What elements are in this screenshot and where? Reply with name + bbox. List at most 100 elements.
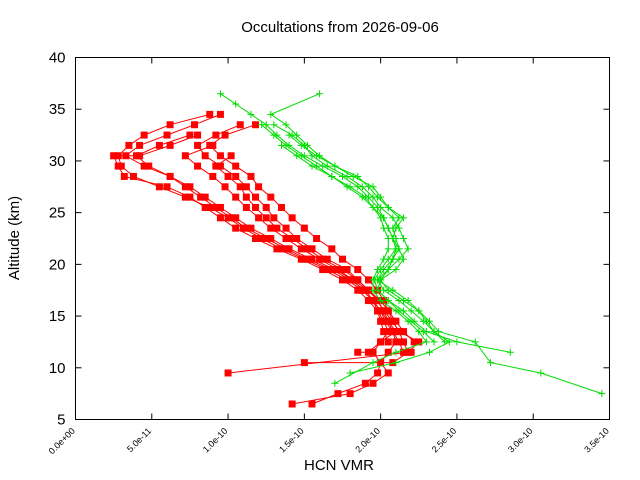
data-point (125, 141, 133, 149)
data-point (323, 266, 331, 274)
data-point (277, 245, 285, 253)
data-point (273, 245, 281, 253)
data-point (262, 235, 270, 242)
data-point (369, 203, 377, 211)
data-point (392, 266, 400, 274)
data-point (242, 203, 250, 211)
data-point (282, 245, 290, 253)
y-axis-label: Altitude (km) (6, 196, 23, 280)
data-point (374, 307, 382, 315)
data-point (186, 193, 194, 201)
data-point (166, 121, 174, 129)
data-point (206, 203, 214, 211)
data-point (300, 224, 308, 232)
data-point (537, 369, 545, 377)
data-point (395, 297, 403, 305)
data-point (392, 317, 400, 325)
series-12 (270, 121, 453, 377)
data-point (114, 162, 122, 170)
data-point (400, 328, 408, 336)
data-point (422, 317, 430, 325)
data-point (201, 203, 209, 211)
data-point (404, 297, 412, 305)
y-tick-label: 40 (49, 50, 66, 67)
y-tick-label: 35 (49, 101, 66, 118)
data-point (400, 235, 408, 242)
data-point (163, 183, 171, 191)
data-point (252, 235, 260, 242)
data-point (395, 338, 403, 346)
axis-layer: 5 10 15 20 25 30 35 40 0.0e+00 5.0e-11 1.0e-10 1.5e… (47, 50, 611, 457)
data-point (186, 131, 194, 139)
data-point (308, 245, 316, 253)
x-tick-label: 0.0e+00 (47, 426, 77, 456)
data-point (343, 183, 351, 191)
data-point (197, 193, 205, 201)
data-point (242, 183, 250, 191)
data-point (407, 317, 415, 325)
data-point (166, 141, 174, 149)
data-point (303, 255, 311, 263)
data-point (140, 131, 148, 139)
data-point (166, 172, 174, 180)
data-point (140, 162, 148, 170)
data-point (358, 183, 366, 191)
data-point (389, 214, 397, 222)
data-point (145, 162, 153, 170)
series-14 (277, 141, 438, 346)
data-point (384, 338, 392, 346)
data-point (293, 152, 301, 160)
data-point (343, 172, 351, 180)
x-tick-label: 2.0e-10 (353, 426, 382, 455)
data-point (255, 214, 263, 222)
data-point (129, 172, 137, 180)
data-point (377, 297, 385, 305)
data-point (212, 203, 220, 211)
data-point (216, 110, 224, 118)
data-point (369, 379, 377, 387)
data-point (384, 203, 392, 211)
y-tick-label: 30 (49, 153, 66, 170)
series-9 (216, 90, 514, 356)
data-point (227, 152, 235, 160)
data-point (308, 400, 316, 408)
data-point (369, 359, 377, 367)
series-layer (110, 90, 606, 408)
data-point (110, 152, 118, 160)
data-point (285, 131, 293, 139)
data-point (267, 235, 275, 242)
data-point (354, 266, 362, 274)
data-point (425, 348, 433, 356)
plot-frame (75, 57, 610, 420)
data-point (346, 390, 354, 398)
data-point (400, 348, 408, 356)
data-point (328, 172, 336, 180)
data-point (262, 203, 270, 211)
data-point (400, 338, 408, 346)
data-point (293, 235, 301, 242)
series-line (117, 113, 397, 405)
series-7 (181, 141, 392, 346)
data-point (155, 141, 163, 149)
data-point (258, 235, 266, 242)
data-point (328, 245, 336, 253)
data-point (227, 214, 235, 222)
data-point (374, 286, 382, 294)
data-point (419, 328, 427, 336)
data-point (232, 214, 240, 222)
data-point (392, 245, 400, 253)
data-point (384, 255, 392, 263)
data-point (407, 307, 415, 315)
data-point (328, 266, 336, 274)
data-point (364, 276, 372, 284)
data-point (371, 276, 379, 284)
data-point (441, 338, 449, 346)
data-point (422, 338, 430, 346)
data-point (316, 90, 324, 98)
data-point (232, 224, 240, 232)
data-point (380, 286, 388, 294)
data-point (364, 286, 372, 294)
x-tick-label: 3.0e-10 (506, 426, 535, 455)
data-point (181, 183, 189, 191)
